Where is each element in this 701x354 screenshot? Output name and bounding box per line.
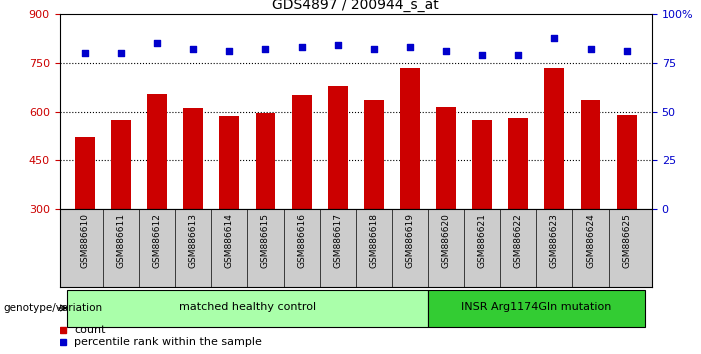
Text: GSM886617: GSM886617 [333,213,342,268]
Text: GSM886624: GSM886624 [586,213,595,268]
Bar [292,95,311,209]
Point [404,44,416,50]
Point [512,52,524,58]
Text: GSM886621: GSM886621 [477,213,486,268]
Bar [111,120,131,209]
Point [116,50,127,56]
Point [260,46,271,52]
Point [440,48,451,54]
Text: GSM886613: GSM886613 [189,213,198,268]
Text: matched healthy control: matched healthy control [179,302,316,312]
Text: GSM886616: GSM886616 [297,213,306,268]
Bar [219,116,239,209]
Bar [545,68,564,209]
Bar [580,100,601,209]
Point [296,44,307,50]
Text: GSM886623: GSM886623 [550,213,559,268]
Point [477,52,488,58]
Point [188,46,199,52]
FancyBboxPatch shape [428,290,645,327]
Bar [256,113,275,209]
Text: percentile rank within the sample: percentile rank within the sample [74,337,262,347]
Bar [183,108,203,209]
Title: GDS4897 / 200944_s_at: GDS4897 / 200944_s_at [273,0,439,12]
Bar [364,100,383,209]
Bar [617,115,637,209]
Text: GSM886612: GSM886612 [153,213,162,268]
FancyBboxPatch shape [67,290,428,327]
Text: GSM886610: GSM886610 [81,213,89,268]
Text: GSM886611: GSM886611 [116,213,125,268]
Text: INSR Arg1174Gln mutation: INSR Arg1174Gln mutation [461,302,611,312]
Text: GSM886619: GSM886619 [405,213,414,268]
Point [585,46,596,52]
Text: GSM886625: GSM886625 [622,213,631,268]
Bar [75,137,95,209]
Text: GSM886622: GSM886622 [514,213,523,268]
Bar [400,68,420,209]
Text: genotype/variation: genotype/variation [4,303,102,313]
Point [79,50,90,56]
Point [549,35,560,40]
Text: GSM886614: GSM886614 [225,213,234,268]
Bar [472,120,492,209]
Point [621,48,632,54]
Point [332,42,343,48]
Text: GSM886615: GSM886615 [261,213,270,268]
Bar [328,86,348,209]
Bar [147,94,167,209]
Point [224,48,235,54]
Text: GSM886620: GSM886620 [442,213,451,268]
Text: count: count [74,325,106,335]
Point [151,40,163,46]
Bar [508,118,529,209]
Point [368,46,379,52]
Bar [436,107,456,209]
Text: GSM886618: GSM886618 [369,213,379,268]
